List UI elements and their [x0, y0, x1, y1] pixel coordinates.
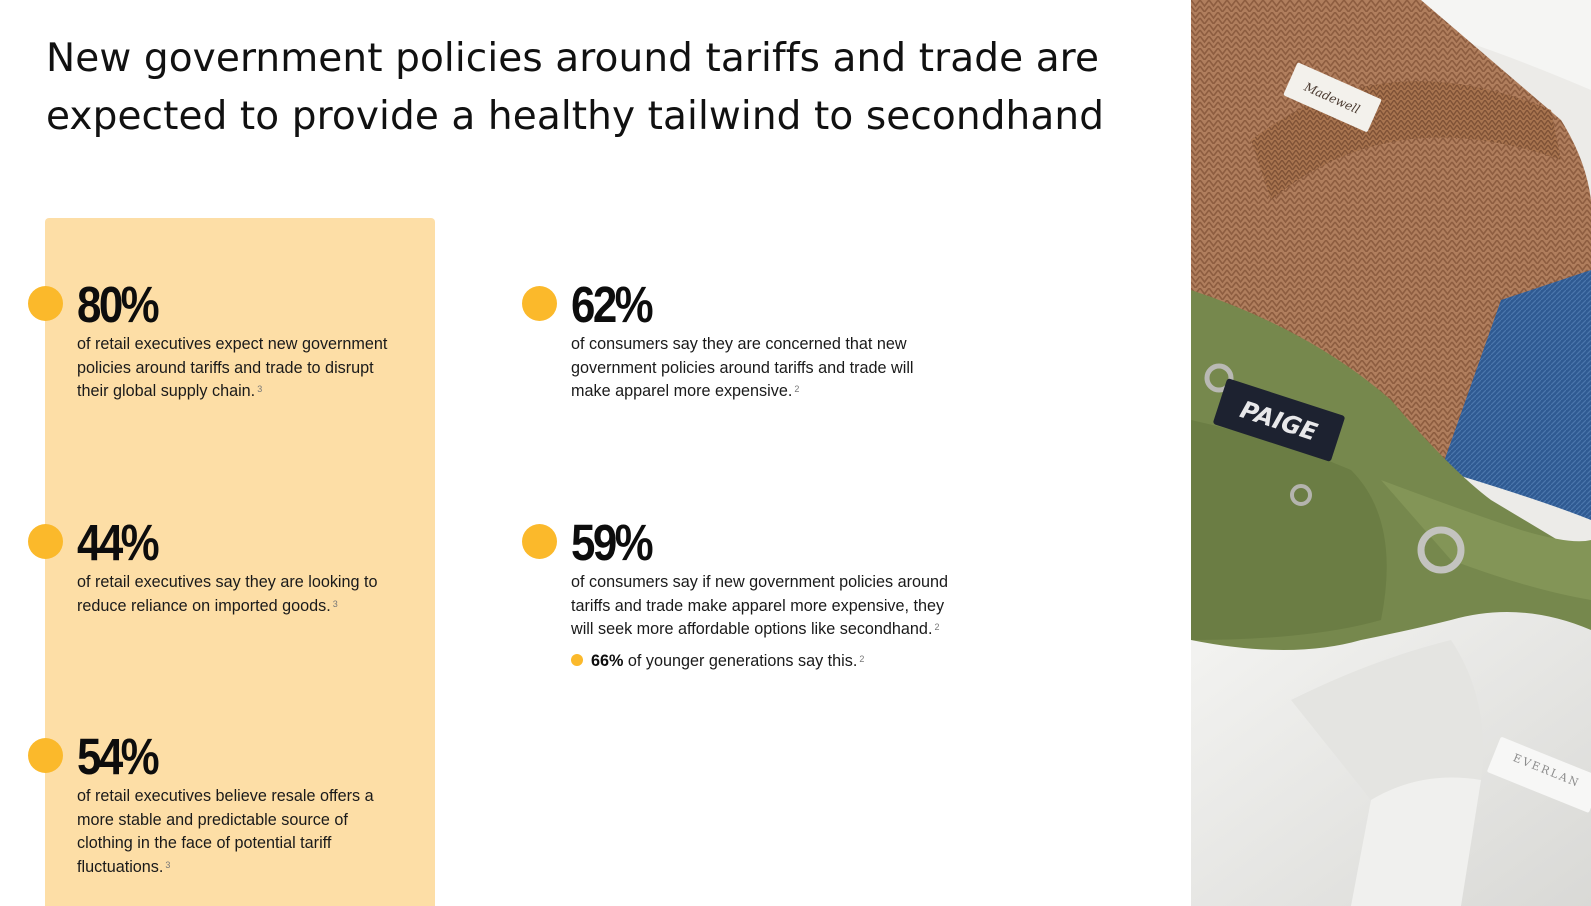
bullet-dot-icon [28, 286, 63, 321]
grommet-icon [1290, 484, 1312, 506]
stat-description: of retail executives say they are lookin… [77, 571, 387, 618]
stat-description: of retail executives expect new governme… [77, 333, 407, 404]
grommet-icon [1417, 526, 1465, 574]
bullet-dot-icon [28, 738, 63, 773]
bullet-dot-icon [522, 286, 557, 321]
page-title: New government policies around tariffs a… [46, 36, 1105, 139]
grommet-icon [1204, 363, 1234, 393]
stat-description: of consumers say they are concerned that… [571, 333, 951, 404]
green-jacket-fold-shape [1191, 420, 1387, 640]
footnote-marker: 3 [257, 384, 263, 395]
stat-text: of consumers say they are concerned that… [571, 335, 914, 401]
stat-description: of consumers say if new government polic… [571, 571, 971, 642]
footnote-marker: 3 [165, 860, 171, 871]
sub-bullet-dot-icon [571, 654, 583, 666]
footnote-marker: 3 [332, 598, 338, 609]
stat-text: of retail executives say they are lookin… [77, 573, 378, 615]
stat-value: 44% [77, 514, 160, 571]
shirt-placket-shape [1351, 777, 1481, 906]
green-belt-shape [1381, 480, 1591, 600]
denim-shape [1441, 270, 1591, 520]
paige-label: PAIGE [1213, 378, 1345, 462]
stat-text: of retail executives believe resale offe… [77, 787, 374, 877]
footnote-marker: 2 [859, 654, 865, 664]
retail-executives-panel [45, 218, 435, 906]
stat-value: 80% [77, 276, 160, 333]
bullet-dot-icon [522, 524, 557, 559]
stat-text: of consumers say if new government polic… [571, 573, 948, 639]
bullet-dot-icon [28, 524, 63, 559]
footnote-marker: 2 [794, 384, 800, 395]
clothing-photo: Madewell PAIGE EVERLAN [1191, 0, 1591, 906]
sub-note-text: of younger generations say this. [623, 652, 858, 670]
stat-value: 54% [77, 728, 160, 785]
footnote-marker: 2 [934, 622, 940, 633]
stat-value: 59% [571, 514, 654, 571]
sub-note-value: 66% [591, 652, 624, 670]
younger-generations-note: 66% of younger generations say this. 2 [571, 650, 931, 672]
shirt-collar-shape [1291, 640, 1483, 800]
stat-text: of retail executives expect new governme… [77, 335, 388, 401]
stat-description: of retail executives believe resale offe… [77, 785, 387, 880]
stat-value: 62% [571, 276, 654, 333]
